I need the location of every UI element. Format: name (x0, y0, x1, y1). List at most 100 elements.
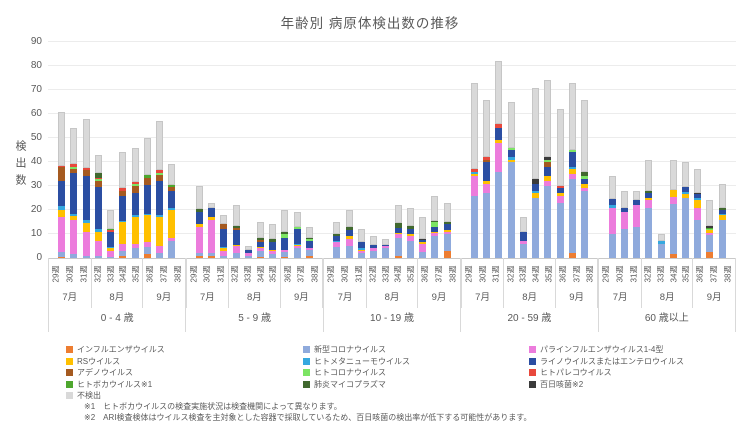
bar-segment (107, 210, 115, 230)
stacked-bar (682, 162, 690, 258)
week-tick: 31週 (77, 258, 91, 290)
bar-segment (82, 231, 90, 256)
month-section: 29週 30週 31週 7月 (460, 258, 505, 308)
bar-segment (257, 240, 264, 243)
week-tick: 36週 (418, 258, 432, 290)
bar-segment (694, 219, 702, 258)
bar-segment (544, 80, 552, 158)
legend-label: ヒトメタニューモウイルス (314, 356, 410, 366)
bar-segment (208, 255, 216, 258)
bar-segment (406, 241, 414, 258)
bar-segment (94, 255, 102, 258)
week-tick: 29週 (187, 258, 201, 290)
bar-segment (694, 194, 702, 199)
bar-segment (495, 128, 503, 141)
week-label-row: 32週 33週 34週 35週 (504, 258, 554, 290)
gridline (48, 65, 736, 66)
month-section: 32週 33週 34週 35週 8月 (367, 258, 419, 308)
legend-swatch (66, 380, 73, 388)
bar-segment (568, 152, 576, 167)
age-group-label: 60 歳以上 (599, 308, 737, 332)
legend-item: ヒトコロナウイルス (303, 367, 529, 379)
bar-segment (507, 162, 515, 258)
bar-segment (471, 195, 479, 258)
week-tick: 33週 (242, 258, 255, 290)
stacked-bar (143, 138, 151, 258)
bar-segment (382, 248, 390, 258)
bar-segment (633, 190, 641, 201)
bar-segment (333, 236, 341, 242)
bar-segment (168, 184, 176, 188)
bar-segment (568, 82, 576, 151)
bar-segment (345, 230, 353, 237)
legend-label: ヒトボカウイルス※1 (77, 379, 153, 389)
bar-segment (645, 159, 653, 191)
bar-segment (107, 247, 115, 249)
bar-segment (406, 225, 414, 230)
bar-segment (483, 159, 491, 163)
month-label: 7月 (612, 292, 628, 303)
bar-segment (107, 250, 115, 257)
month-section: 29週 30週 31週 7月 (48, 258, 92, 308)
bar-segment (244, 255, 252, 258)
bar-segment (581, 99, 589, 172)
bar-segment (107, 230, 115, 232)
bar-segment (168, 237, 176, 242)
y-tick-label: 30 (30, 180, 42, 191)
bar-segment (431, 236, 439, 258)
stacked-bar (156, 121, 164, 258)
month-section: 32週 33週 34週 35週 8月 (92, 258, 144, 308)
week-tick-label: 36週 (145, 265, 155, 283)
legend-label: RSウイルス (77, 356, 121, 366)
month-section: 36週 37週 38週 9月 (143, 258, 186, 308)
bar-segment (119, 195, 127, 221)
bar-segment (471, 174, 479, 177)
week-tick-label: 34週 (669, 265, 678, 283)
bar-segment (293, 248, 301, 258)
week-label-row: 36週 37週 38週 (556, 258, 598, 290)
bar-segment (544, 166, 552, 177)
stacked-bar (357, 229, 365, 258)
month-label: 8月 (247, 292, 262, 303)
bar-segment (70, 216, 78, 220)
legend-item: ヒトボカウイルス※1 (66, 379, 303, 391)
bar-segment (281, 249, 289, 253)
month-label: 8月 (522, 292, 537, 303)
month-label: 9月 (294, 292, 309, 303)
bar-segment (70, 213, 78, 217)
week-tick: 31週 (627, 258, 641, 290)
stacked-bar (633, 190, 641, 258)
week-tick: 29週 (599, 258, 613, 290)
week-tick-label: 33週 (243, 265, 253, 283)
legend-label: ヒトコロナウイルス (314, 368, 386, 378)
bar-segment (58, 166, 66, 182)
stacked-bar (208, 202, 216, 258)
week-tick: 35週 (129, 258, 142, 290)
legend-item: パラインフルエンザウイルス1-4型 (529, 344, 706, 356)
x-axis-week-month-labels: 29週 30週 31週 7月 32週 33週 34週 35週 8月 36週 37週 38週 9月 29週 3… (48, 258, 736, 308)
stacked-bar (293, 212, 301, 258)
gridline (48, 209, 736, 210)
bar-segment (544, 159, 552, 163)
bar-segment (682, 194, 690, 198)
bar-segment (220, 250, 228, 256)
bar-segment (718, 214, 726, 220)
bar-segment (305, 238, 313, 242)
bar-segment (431, 222, 439, 227)
stacked-bar (82, 118, 90, 258)
stacked-bar (568, 82, 576, 258)
bar-segment (220, 247, 228, 249)
week-tick-label: 34週 (256, 265, 266, 283)
bar-segment (131, 182, 139, 184)
stacked-bar (532, 87, 540, 258)
week-tick-label: 36週 (558, 265, 568, 283)
bar-segment (119, 250, 127, 256)
month-label: 7月 (199, 292, 215, 303)
bar-segment (156, 217, 164, 247)
bar-segment (718, 213, 726, 215)
bar-segment (568, 166, 576, 170)
bar-segment (633, 200, 641, 206)
bar-segment (682, 198, 690, 258)
week-tick: 35週 (405, 258, 418, 290)
bar-segment (156, 175, 164, 182)
